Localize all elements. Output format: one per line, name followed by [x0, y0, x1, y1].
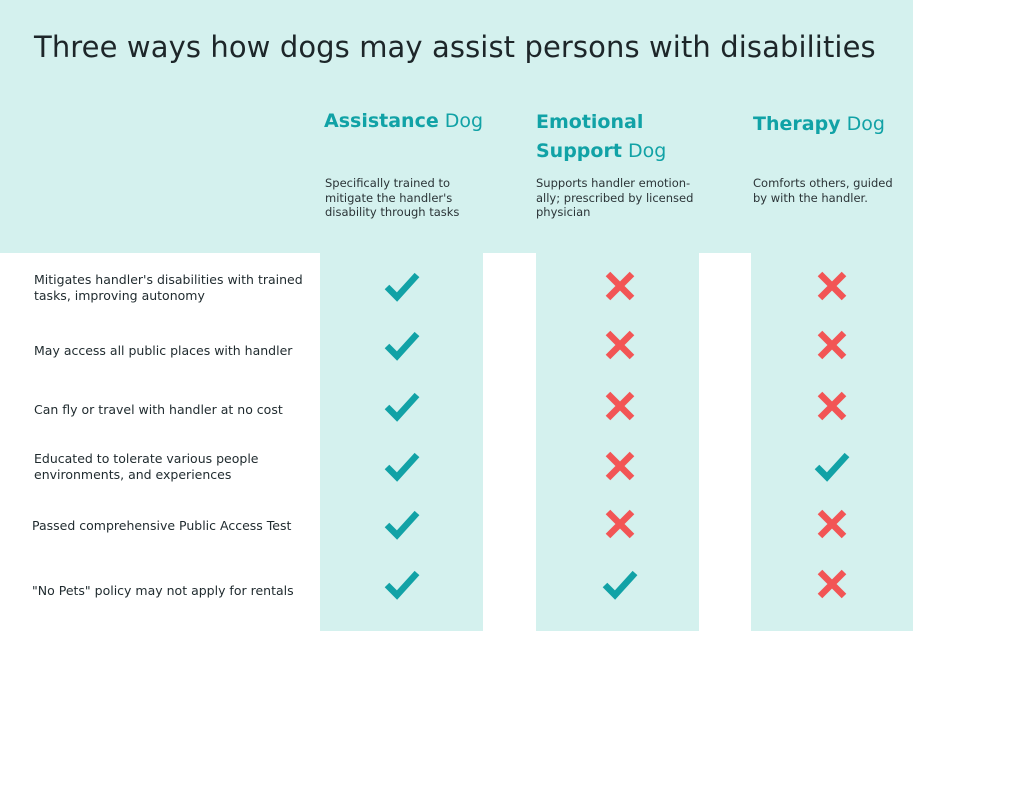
checkmark-icon: [382, 266, 422, 306]
row-label: May access all public places with handle…: [34, 343, 293, 358]
x-mark-icon: [600, 386, 640, 426]
x-mark-icon: [812, 564, 852, 604]
column-panel-emotional-support: [536, 253, 699, 631]
x-mark-icon: [600, 446, 640, 486]
column-name-bold: Emotional Support: [536, 111, 644, 162]
checkmark-icon: [600, 564, 640, 604]
x-mark-icon: [600, 266, 640, 306]
checkmark-icon: [812, 446, 852, 486]
checkmark-icon: [382, 386, 422, 426]
x-mark-icon: [812, 325, 852, 365]
column-name-bold: Assistance: [324, 110, 439, 132]
checkmark-icon: [382, 564, 422, 604]
checkmark-icon: [382, 325, 422, 365]
column-header-emotional-support: Emotional Support Dog: [536, 108, 676, 166]
column-description-emotional-support: Supports handler emotion-ally; prescribe…: [536, 176, 694, 219]
page-title: Three ways how dogs may assist persons w…: [34, 30, 876, 64]
column-name-light: Dog: [627, 140, 667, 162]
column-description-therapy: Comforts others, guided by with the hand…: [753, 176, 893, 205]
x-mark-icon: [600, 504, 640, 544]
x-mark-icon: [812, 386, 852, 426]
column-name-light: Dog: [444, 110, 484, 132]
column-description-assistance: Specifically trained to mitigate the han…: [325, 176, 460, 219]
header-panel: [0, 0, 913, 253]
x-mark-icon: [812, 266, 852, 306]
row-label: Passed comprehensive Public Access Test: [32, 518, 292, 533]
row-label: Mitigates handler's disabilities with tr…: [34, 272, 303, 303]
column-name-light: Dog: [846, 113, 885, 135]
x-mark-icon: [600, 325, 640, 365]
row-label: Can fly or travel with handler at no cos…: [34, 402, 283, 417]
checkmark-icon: [382, 504, 422, 544]
row-label: "No Pets" policy may not apply for renta…: [32, 583, 294, 598]
column-header-assistance: Assistance Dog: [324, 107, 494, 136]
column-header-therapy: Therapy Dog: [753, 110, 913, 139]
column-panel-assistance: [320, 253, 483, 631]
row-label: Educated to tolerate various people envi…: [34, 451, 259, 482]
x-mark-icon: [812, 504, 852, 544]
column-name-bold: Therapy: [753, 113, 841, 135]
checkmark-icon: [382, 446, 422, 486]
column-panel-therapy: [751, 253, 913, 631]
